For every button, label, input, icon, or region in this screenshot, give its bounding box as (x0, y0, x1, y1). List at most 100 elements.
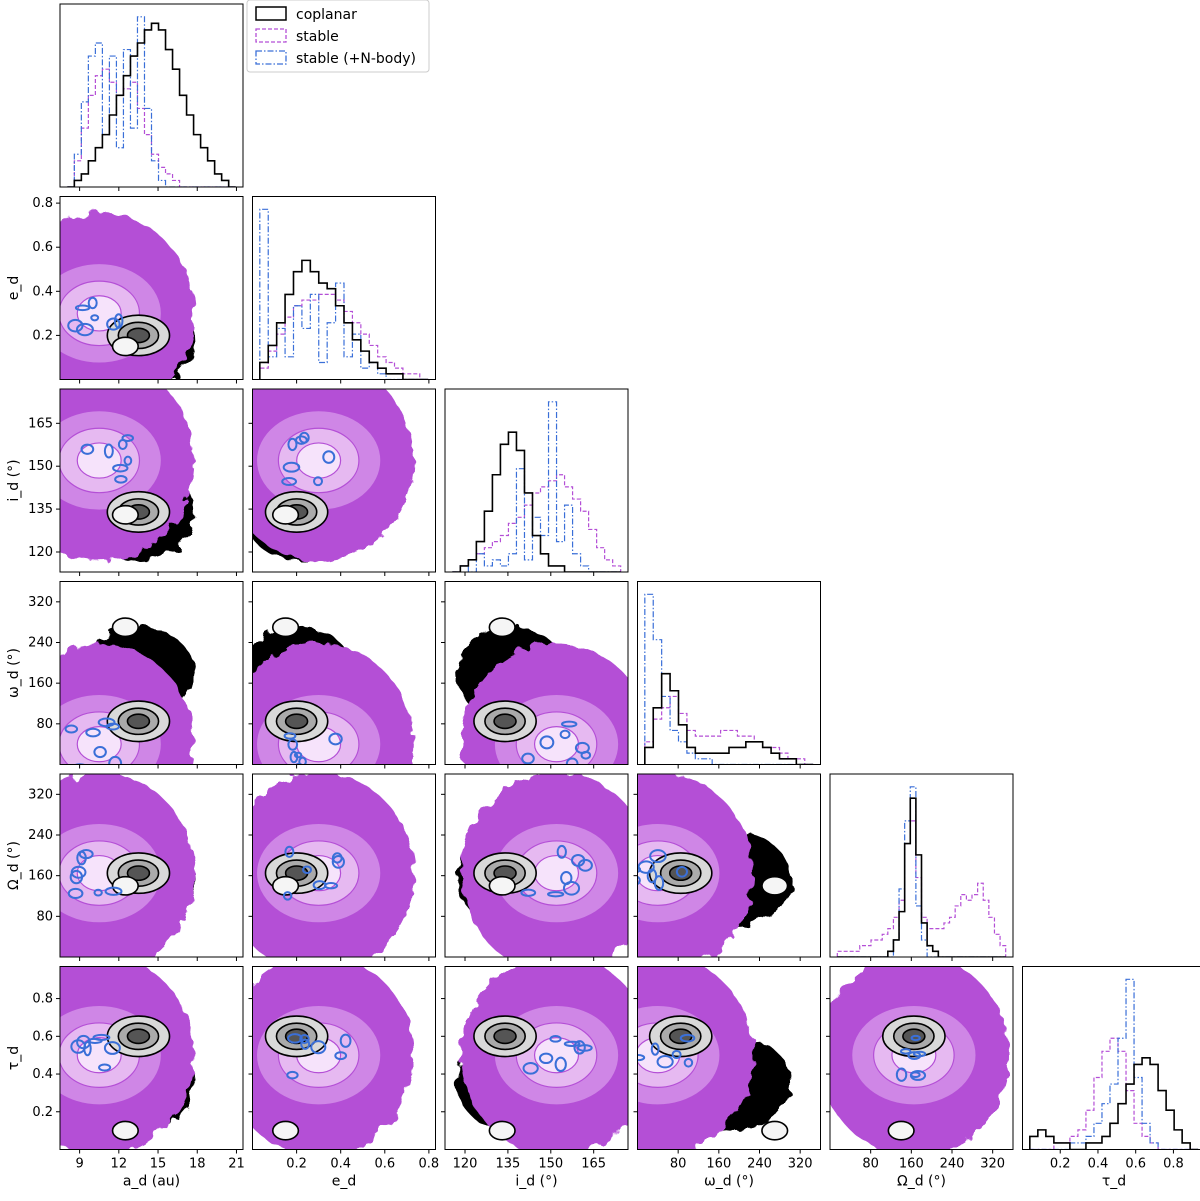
x-tick-label-a_d: 21 (228, 1157, 245, 1172)
nbody-contour (74, 304, 91, 312)
coplanar-contour-secondary (761, 1120, 789, 1141)
nbody-contour (103, 1041, 121, 1055)
panel-i_d-i_d (444, 388, 629, 576)
nbody-contour (282, 461, 301, 473)
nbody-contour (287, 437, 298, 452)
coplanar-contour (126, 1028, 151, 1045)
nbody-contour (910, 1034, 921, 1042)
coplanar-contour (668, 865, 693, 882)
nbody-contour (104, 886, 123, 896)
hist-tau_d-nbody (1029, 978, 1199, 1150)
x-tick-label-Omega_d: 160 (899, 1157, 924, 1172)
nbody-contour (328, 732, 343, 746)
nbody-contour (281, 476, 298, 486)
y-tick-label-e_d: 0.6 (32, 240, 53, 255)
nbody-contour (313, 476, 324, 487)
nbody-contour (322, 450, 336, 464)
panel-frame (59, 581, 244, 765)
y-tick-label-Omega_d: 320 (28, 787, 53, 802)
x-tick-label-Omega_d: 240 (940, 1157, 965, 1172)
panel-frame (637, 773, 821, 958)
nbody-contour (653, 875, 665, 891)
nbody-contour (650, 1042, 660, 1056)
legend-swatch-nbody (255, 50, 287, 65)
nbody-contour (98, 1063, 112, 1072)
x-tick-label-e_d: 0.6 (374, 1157, 395, 1172)
x-axis-label-omega_d: ω_d (°) (704, 1174, 754, 1190)
nbody-contour (637, 875, 641, 886)
panel-frame (829, 966, 1014, 1150)
x-tick-label-a_d: 15 (150, 1157, 167, 1172)
nbody-contour (679, 1033, 696, 1043)
nbody-contour (521, 752, 535, 765)
y-tick-label-tau_d: 0.8 (32, 992, 53, 1007)
nbody-contour (538, 1052, 554, 1065)
x-tick-label-e_d: 0.8 (419, 1157, 440, 1172)
legend-box (246, 0, 430, 73)
nbody-contour (123, 455, 133, 466)
y-tick-label-i_d: 165 (28, 416, 53, 431)
nbody-contour (339, 1033, 352, 1048)
nbody-contour (103, 443, 114, 459)
coplanar-contour-secondary (887, 1120, 915, 1141)
nbody-contour (106, 317, 121, 331)
y-axis-label-e_d: e_d (6, 276, 22, 301)
coplanar-contour-secondary (488, 617, 516, 638)
nbody-contour (293, 751, 303, 759)
coplanar-contour-secondary (761, 875, 789, 896)
y-tick-label-Omega_d: 80 (36, 909, 53, 924)
y-tick-label-omega_d: 240 (28, 636, 53, 651)
nbody-contour (649, 849, 667, 864)
nbody-contour (554, 1056, 567, 1073)
panel-frame (444, 966, 629, 1150)
nbody-contour (117, 438, 128, 450)
nbody-contour (563, 1040, 581, 1047)
hist-e_d-coplanar (259, 259, 429, 380)
hist-a_d-coplanar (67, 22, 236, 187)
nbody-contour (299, 1033, 310, 1045)
nbody-contour (637, 1054, 646, 1062)
x-tick-label-e_d: 0.2 (286, 1157, 307, 1172)
hist-i_d-coplanar (452, 431, 621, 572)
x-tick-label-i_d: 135 (495, 1157, 520, 1172)
y-axis-label-Omega_d: Ω_d (°) (6, 841, 22, 890)
panel-frame (252, 966, 436, 1150)
coplanar-contour-secondary (271, 617, 300, 638)
panel-frame (59, 196, 244, 380)
x-tick-label-tau_d: 0.6 (1125, 1157, 1146, 1172)
nbody-contour (90, 314, 100, 322)
nbody-contour (121, 434, 135, 442)
coplanar-contour-secondary (271, 875, 300, 896)
nbody-contour (899, 1048, 912, 1055)
panel-Omega_d-Omega_d (829, 773, 1014, 961)
nbody-contour (283, 732, 297, 740)
coplanar-contour (493, 713, 517, 730)
panel-a_d-a_d (59, 3, 244, 191)
coplanar-contour-secondary (271, 1120, 300, 1141)
nbody-contour (80, 443, 95, 455)
x-axis-label-e_d: e_d (332, 1174, 357, 1190)
nbody-contour (85, 727, 101, 738)
panel-tau_d-omega_d: 80 160 240 320 (633, 966, 821, 1172)
nbody-contour (562, 880, 581, 896)
panel-frame (252, 773, 436, 958)
panel-i_d-a_d: 120 135 150 165 (28, 388, 244, 576)
nbody-contour (909, 1069, 927, 1081)
hist-Omega_d-coplanar (837, 797, 1006, 957)
coplanar-contour-secondary (111, 336, 139, 357)
nbody-contour (912, 1050, 927, 1058)
nbody-contour (69, 869, 84, 885)
x-tick-label-tau_d: 0.4 (1088, 1157, 1109, 1172)
x-tick-label-Omega_d: 80 (862, 1157, 879, 1172)
coplanar-contour (126, 865, 151, 882)
y-tick-label-omega_d: 320 (28, 595, 53, 610)
y-tick-label-i_d: 135 (28, 502, 53, 517)
x-tick-label-omega_d: 320 (788, 1157, 813, 1172)
panel-frame (444, 773, 629, 958)
nbody-contour (114, 475, 128, 484)
panel-i_d-e_d (248, 388, 436, 576)
panel-frame (829, 773, 1014, 958)
hist-a_d-nbody (67, 16, 236, 187)
coplanar-contour-secondary (111, 875, 139, 896)
hist-i_d-stable (452, 474, 622, 572)
